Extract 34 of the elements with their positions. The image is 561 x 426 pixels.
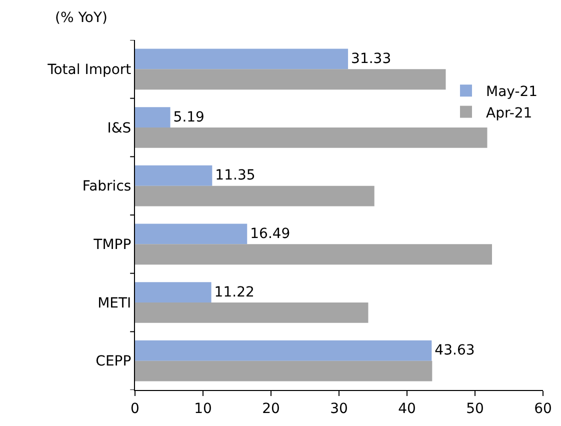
text: (% YoY) — [55, 10, 108, 26]
y-tick-label: I&S — [107, 120, 132, 136]
x-tick-label: 60 — [534, 400, 552, 417]
x-tick-label: 40 — [398, 400, 416, 417]
data-label: 31.33 — [351, 50, 392, 67]
legend-label: May-21 — [486, 84, 538, 100]
bar — [135, 186, 374, 206]
bar — [135, 302, 368, 323]
bar — [135, 360, 432, 382]
bar — [135, 244, 492, 265]
data-label: 43.63 — [434, 342, 475, 359]
x-tick-label: 20 — [262, 400, 280, 417]
bar — [135, 282, 212, 302]
bar — [135, 48, 348, 70]
y-tick-label: Fabrics — [82, 178, 132, 195]
bar — [135, 69, 446, 90]
x-tick-label: 30 — [330, 400, 348, 417]
data-label: 16.49 — [250, 226, 290, 242]
data-label: 5.19 — [173, 109, 204, 126]
bar — [135, 224, 248, 244]
bar — [135, 340, 432, 361]
x-tick-label: 0 — [130, 400, 140, 417]
data-label: 11.22 — [214, 284, 254, 300]
y-tick-label: Total Import — [46, 62, 132, 78]
y-tick-label: CEPP — [96, 354, 132, 370]
x-tick-label: 10 — [194, 400, 212, 417]
legend-label: Apr-21 — [486, 105, 532, 122]
data-label: 11.35 — [215, 168, 256, 184]
bar — [135, 107, 170, 128]
x-tick-label: 50 — [466, 400, 484, 417]
bar — [135, 165, 212, 186]
y-tick-label: TMPP — [92, 237, 132, 254]
bar — [135, 128, 488, 148]
y-tick-label: METI — [98, 295, 132, 312]
